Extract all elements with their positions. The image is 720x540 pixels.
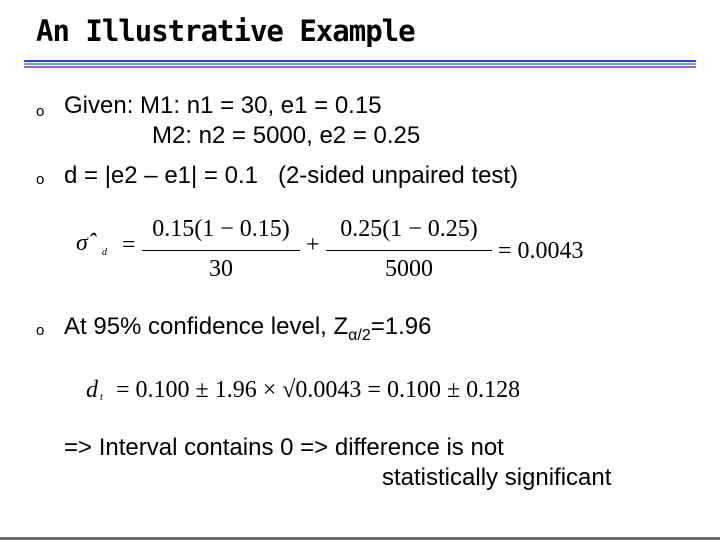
title-underline-rules: [24, 60, 696, 69]
bullet-icon: o: [36, 103, 45, 120]
bullet-icon: o: [36, 171, 45, 188]
variance-result: = 0.0043: [498, 238, 584, 264]
conclusion-line-1: => Interval contains 0 => difference is …: [64, 434, 504, 461]
fraction-1-numerator: 0.15(1 − 0.15): [152, 216, 290, 242]
fraction-2-denominator: 5000: [385, 256, 433, 282]
confidence-line: At 95% confidence level, Zα/2=1.96: [64, 313, 431, 345]
rule-purple: [24, 66, 696, 68]
plus-sign: +: [306, 232, 320, 258]
rule-cyan: [24, 63, 696, 65]
bullet-icon: o: [36, 322, 45, 339]
interval-lhs: d: [86, 377, 98, 403]
interval-expression: = 0.100 ± 1.96 × √0.0043 = 0.100 ± 0.128: [116, 377, 521, 403]
fraction-1-bar: [142, 250, 300, 251]
alpha-half-subscript: α/2: [348, 327, 371, 344]
equals-sign: =: [122, 232, 136, 258]
sigma-hat-symbol: σ̂: [76, 230, 88, 256]
confidence-prefix: At 95% confidence level, Z: [64, 313, 349, 340]
bottom-border: [0, 537, 720, 540]
fraction-1-denominator: 30: [209, 256, 233, 282]
slide-title: An Illustrative Example: [36, 14, 416, 48]
difference-line: d = |e2 – e1| = 0.1 (2-sided unpaired te…: [64, 162, 519, 189]
interval-subscript: t: [100, 392, 103, 403]
sigma-subscript: d: [102, 247, 107, 258]
conclusion-line-2: statistically significant: [382, 464, 612, 491]
rule-blue: [24, 60, 696, 62]
fraction-2-numerator: 0.25(1 − 0.25): [340, 216, 478, 242]
confidence-suffix: =1.96: [370, 313, 432, 340]
given-line-1: Given: M1: n1 = 30, e1 = 0.15: [64, 92, 382, 119]
fraction-2-bar: [326, 250, 492, 251]
given-line-2: M2: n2 = 5000, e2 = 0.25: [152, 122, 421, 149]
